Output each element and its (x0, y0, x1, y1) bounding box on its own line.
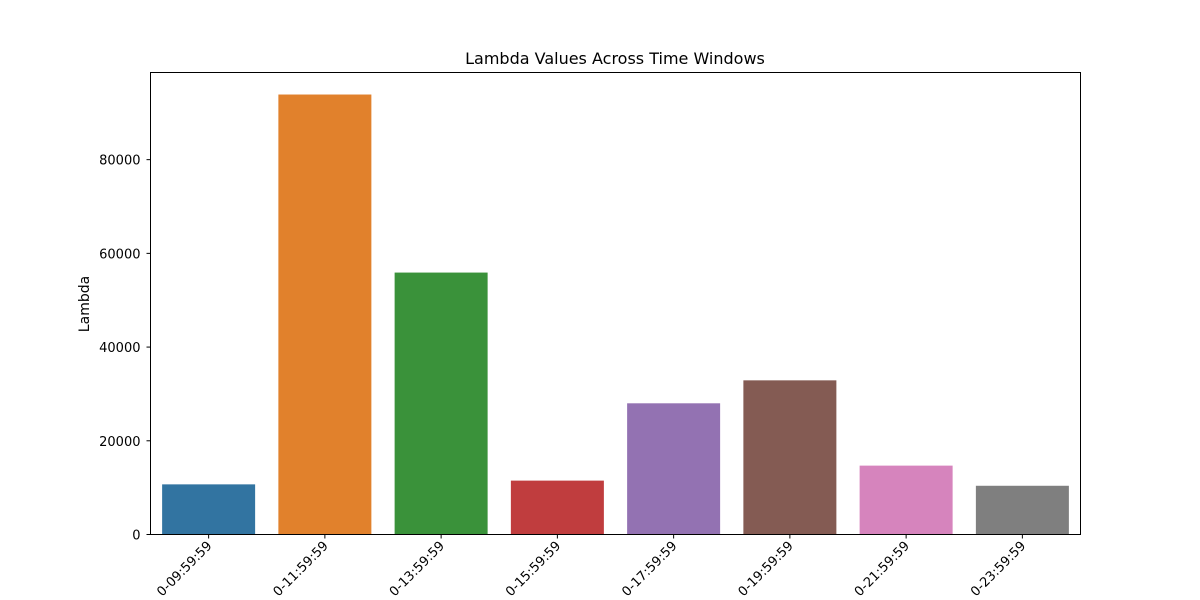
bar-2 (394, 272, 488, 535)
bar-3 (510, 480, 604, 535)
bar-0 (162, 484, 256, 535)
x-tick-label: 0-23:59:59 (968, 539, 1029, 600)
x-tick-label: 0-19:59:59 (736, 539, 797, 600)
y-ticks-group: 0 20000 40000 60000 80000 (99, 154, 151, 544)
bar-5 (743, 380, 837, 535)
y-tick-label: 40000 (99, 341, 140, 356)
bars-group (162, 94, 1069, 535)
y-tick-label: 60000 (99, 247, 140, 262)
y-tick-label: 20000 (99, 435, 140, 450)
x-tick-label: 0-15:59:59 (503, 539, 564, 600)
bar-7 (975, 485, 1069, 535)
x-tick-label: 0-17:59:59 (619, 539, 680, 600)
x-ticks-group: 0-09:59:59 0-11:59:59 0-13:59:59 0-15:59:59… (154, 534, 1029, 600)
y-tick-label: 80000 (99, 154, 140, 169)
x-tick-label: 0-11:59:59 (271, 539, 332, 600)
bar-6 (859, 465, 953, 535)
x-tick-label: 0-21:59:59 (852, 539, 913, 600)
plot-frame (150, 72, 1081, 535)
x-tick-label: 0-13:59:59 (387, 539, 448, 600)
y-tick-label: 0 (132, 529, 140, 544)
bar-1 (278, 94, 372, 535)
chart-title: Lambda Values Across Time Windows (465, 49, 765, 68)
y-axis-label: Lambda (77, 276, 93, 332)
bar-4 (627, 403, 721, 535)
x-tick-label: 0-09:59:59 (154, 539, 215, 600)
